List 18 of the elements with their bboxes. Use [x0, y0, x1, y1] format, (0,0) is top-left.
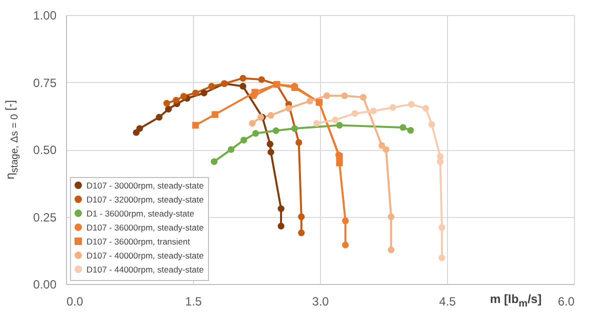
- legend-label: D107 - 40000rpm, steady-state: [86, 250, 204, 260]
- y-tick-label: 1.00: [33, 8, 57, 22]
- legend-label: D107 - 30000rpm, steady-state: [86, 180, 204, 190]
- legend-label: D107 - 36000rpm, transient: [86, 236, 191, 246]
- y-tick-label: 0.00: [33, 278, 57, 292]
- legend-label: D107 - 36000rpm, steady-state: [86, 222, 204, 232]
- y-tick-label: 0.50: [33, 143, 57, 157]
- y-tick-label: 0.25: [33, 210, 57, 224]
- legend-label: D107 - 44000rpm, steady-state: [86, 264, 204, 274]
- y-tick-label: 0.75: [33, 76, 57, 90]
- x-tick-label: 1.5: [185, 294, 202, 308]
- x-tick-label: 6.0: [558, 294, 575, 308]
- x-axis-title: m [lb$_{m}$/s]: [490, 292, 542, 310]
- x-tick-label: 4.5: [439, 294, 456, 308]
- x-tick-label: 3.0: [312, 294, 330, 308]
- legend-label: D1 - 36000rpm, steady-state: [86, 208, 194, 218]
- legend-label: D107 - 32000rpm, steady-state: [86, 194, 204, 204]
- x-tick-label: 0.0: [66, 294, 84, 308]
